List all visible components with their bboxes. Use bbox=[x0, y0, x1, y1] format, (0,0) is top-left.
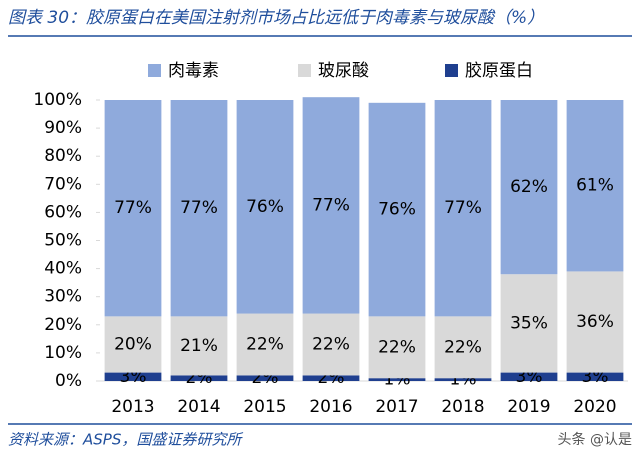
bar-segment bbox=[566, 271, 624, 373]
bar-segment bbox=[500, 100, 558, 275]
bar-segment bbox=[236, 100, 294, 314]
bar-segment bbox=[566, 372, 624, 381]
y-tick-label: 70% bbox=[44, 174, 82, 194]
data-label: 77% bbox=[444, 198, 482, 218]
x-tick-label: 2020 bbox=[573, 397, 616, 417]
bar-segment bbox=[368, 316, 426, 379]
data-label: 22% bbox=[312, 334, 350, 354]
data-label: 20% bbox=[114, 334, 152, 354]
bar-segment bbox=[170, 100, 228, 317]
watermark: 头条 @认是 bbox=[558, 431, 632, 448]
bar-segment bbox=[566, 100, 624, 272]
bar-segment bbox=[236, 313, 294, 376]
legend-swatch bbox=[298, 64, 311, 77]
bar-segment bbox=[434, 316, 492, 379]
legend-label: 肉毒素 bbox=[168, 61, 219, 81]
legend-swatch bbox=[445, 64, 458, 77]
bar-segment bbox=[302, 375, 360, 381]
y-tick-label: 80% bbox=[44, 146, 82, 166]
source: 资料来源：ASPS，国盛证券研究所 bbox=[8, 431, 243, 449]
x-tick-label: 2014 bbox=[177, 397, 220, 417]
bar-segment bbox=[170, 316, 228, 376]
data-label: 35% bbox=[510, 313, 548, 333]
y-tick-label: 30% bbox=[44, 287, 82, 307]
y-tick-label: 50% bbox=[44, 231, 82, 251]
y-tick-label: 90% bbox=[44, 118, 82, 138]
bar-segment bbox=[302, 97, 360, 314]
bar-segment bbox=[434, 378, 492, 381]
chart-title: 图表 30：胶原蛋白在美国注射剂市场占比远低于肉毒素与玻尿酸（%） bbox=[8, 8, 544, 28]
data-label: 77% bbox=[312, 195, 350, 215]
data-label: 21% bbox=[180, 336, 218, 356]
x-tick-label: 2015 bbox=[243, 397, 286, 417]
y-tick-label: 60% bbox=[44, 202, 82, 222]
bar-segment bbox=[500, 274, 558, 373]
bar-segment bbox=[104, 372, 162, 381]
y-tick-label: 0% bbox=[55, 371, 82, 391]
legend-label: 胶原蛋白 bbox=[465, 61, 533, 81]
x-tick-label: 2017 bbox=[375, 397, 418, 417]
x-tick-label: 2019 bbox=[507, 397, 550, 417]
data-label: 22% bbox=[444, 337, 482, 357]
y-tick-label: 10% bbox=[44, 343, 82, 363]
x-tick-label: 2013 bbox=[111, 397, 154, 417]
bar-segment bbox=[500, 372, 558, 381]
x-tick-label: 2018 bbox=[441, 397, 484, 417]
bar-segment bbox=[368, 378, 426, 381]
x-tick-label: 2016 bbox=[309, 397, 352, 417]
bar-segment bbox=[170, 375, 228, 381]
data-label: 77% bbox=[114, 198, 152, 218]
legend-label: 玻尿酸 bbox=[318, 61, 369, 81]
y-tick-label: 20% bbox=[44, 315, 82, 335]
data-label: 76% bbox=[378, 200, 416, 220]
data-label: 22% bbox=[246, 334, 284, 354]
data-label: 22% bbox=[378, 337, 416, 357]
y-tick-label: 40% bbox=[44, 259, 82, 279]
bar-segment bbox=[302, 313, 360, 376]
bar-segment bbox=[104, 100, 162, 317]
data-label: 36% bbox=[576, 312, 614, 332]
data-label: 62% bbox=[510, 177, 548, 197]
data-label: 76% bbox=[246, 197, 284, 217]
bar-segment bbox=[104, 316, 162, 373]
y-tick-label: 100% bbox=[33, 90, 82, 110]
bar-segment bbox=[434, 100, 492, 317]
legend-swatch bbox=[148, 64, 161, 77]
bar-segment bbox=[368, 102, 426, 317]
bar-segment bbox=[236, 375, 294, 381]
data-label: 77% bbox=[180, 198, 218, 218]
data-label: 61% bbox=[576, 176, 614, 196]
